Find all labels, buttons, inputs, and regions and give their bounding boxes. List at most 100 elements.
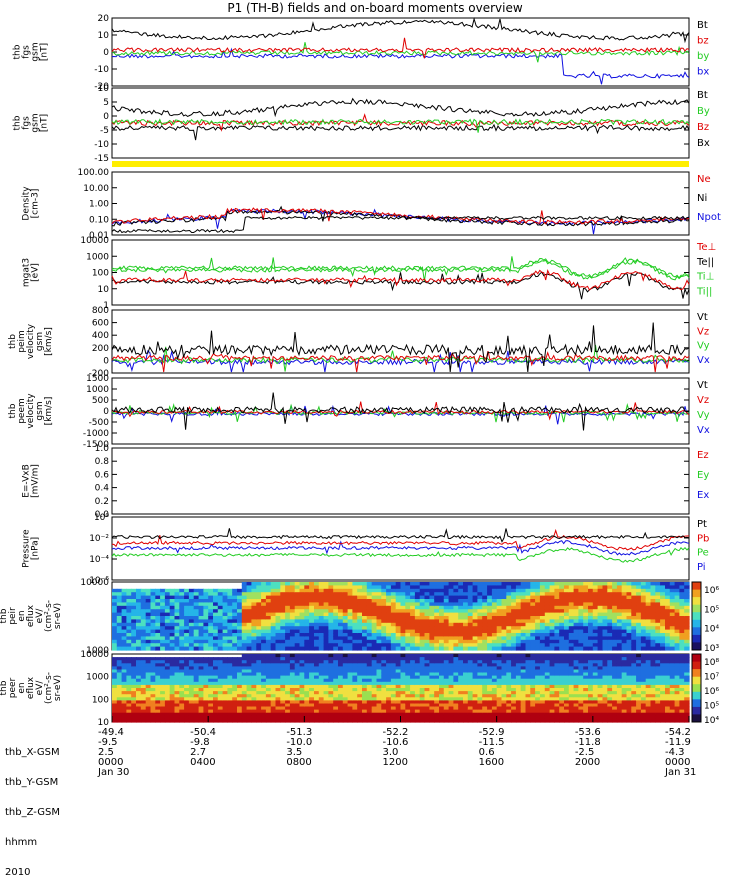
spectrogram-cell — [136, 719, 141, 723]
ytick-label-peim-velocity: 0 — [103, 356, 109, 366]
spectrogram-cell — [377, 719, 382, 723]
spectrogram-cell — [545, 719, 550, 723]
ylabel-line: [km/s] — [44, 327, 54, 356]
spectrogram-cell — [684, 647, 689, 651]
ytick-label-peim-velocity: 600 — [92, 319, 109, 329]
ylabel-peim-velocity: thbpeimvelocitygsm[km/s] — [8, 323, 54, 359]
legend-vy: Vy — [697, 410, 710, 421]
ytick-label-density: 0.10 — [89, 215, 109, 225]
spectrogram-cell — [189, 647, 194, 651]
ytick-label-peim-velocity: 400 — [92, 331, 109, 341]
spectrogram-cell — [213, 719, 218, 723]
spectrogram-cell — [401, 719, 406, 723]
legend-vx: Vx — [697, 425, 710, 436]
spectrogram-cell — [343, 719, 348, 723]
spectrogram-cell — [126, 647, 131, 651]
spectrogram-cell — [391, 719, 396, 723]
spectrogram-cell — [247, 647, 252, 651]
spectrogram-cell — [189, 719, 194, 723]
ylabel-line: [nT] — [40, 114, 50, 132]
spectrogram-cell — [526, 719, 531, 723]
spectrogram-cell — [583, 719, 588, 723]
spectrogram-cell — [184, 647, 189, 651]
legend-te: Te⊥ — [696, 242, 716, 253]
spectrogram-cell — [117, 719, 122, 723]
spectrogram-cell — [338, 647, 343, 651]
spectrogram-cell — [324, 647, 329, 651]
spectrogram-cell — [405, 647, 410, 651]
spectrogram-cell — [540, 647, 545, 651]
legend-te: Te|| — [696, 257, 714, 268]
spectrogram-cell — [194, 719, 199, 723]
spectrogram-cell — [280, 719, 285, 723]
spectrogram-cell — [251, 647, 256, 651]
spectrogram-cell — [516, 647, 521, 651]
spectrogram-cell — [348, 647, 353, 651]
spectrogram-cell — [175, 719, 180, 723]
spectrogram-cell — [574, 647, 579, 651]
series-line-pressure — [112, 531, 689, 550]
ylabel-temperature: mgat3[eV] — [22, 258, 41, 287]
colorbar-segment — [692, 597, 701, 605]
spectrogram-cell — [300, 647, 305, 651]
ytick-label-peem-velocity: 500 — [92, 396, 109, 406]
spectrogram-cell — [314, 719, 319, 723]
legend-vt: Vt — [697, 380, 708, 391]
legend-ti: Ti⊥ — [696, 272, 714, 283]
spectrogram-cell — [338, 719, 343, 723]
spectrogram-cell — [574, 719, 579, 723]
spectrogram-cell — [482, 719, 487, 723]
ytick-label-peem-velocity: -500 — [89, 418, 110, 428]
spectrogram-cell — [468, 647, 473, 651]
panel-frame-density — [112, 172, 689, 235]
ytick-label-efield: 0.4 — [95, 484, 110, 494]
spectrogram-cell — [675, 647, 680, 651]
spectrogram-cell — [578, 647, 583, 651]
spectrogram-cell — [530, 719, 535, 723]
ylabel-line: [km/s] — [44, 397, 54, 426]
colorbar-segment — [692, 605, 701, 613]
series-line-fgs-gsm2 — [112, 99, 689, 117]
series-line-pressure — [112, 548, 689, 563]
legend-vt: Vt — [697, 312, 708, 323]
ylabel-fgs: thbfgsgsm[nT] — [13, 42, 50, 61]
spectrogram-cell — [526, 647, 531, 651]
spectrogram-cell — [155, 719, 160, 723]
spectrogram-cell — [208, 719, 213, 723]
spectrogram-cell — [343, 647, 348, 651]
spectrogram-cell — [660, 647, 665, 651]
spectrogram-cell — [218, 719, 223, 723]
spectrogram-cell — [237, 719, 242, 723]
legend-by: By — [697, 106, 710, 117]
spectrogram-cell — [535, 647, 540, 651]
spectrogram-cell — [199, 647, 204, 651]
spectrogram-cell — [569, 719, 574, 723]
ytick-label-efield: 0.6 — [95, 470, 110, 480]
legend-pe: Pe — [697, 548, 709, 559]
spectrogram-cell — [622, 719, 627, 723]
spectrogram-cell — [434, 719, 439, 723]
panel-frame-efield — [112, 448, 689, 514]
spectrogram-cell — [242, 647, 247, 651]
spectrogram-cell — [540, 719, 545, 723]
spectrogram-cell — [497, 719, 502, 723]
ylabel-density: Density[cm-3] — [22, 186, 41, 221]
spectrogram-cell — [665, 647, 670, 651]
colorbar-label: 10³ — [704, 644, 719, 654]
ytick-label-efield: 0.8 — [95, 457, 110, 467]
spectrogram-cell — [170, 719, 175, 723]
spectrogram-cell — [583, 647, 588, 651]
ytick-label-temperature: 10 — [98, 285, 110, 295]
spectrogram-cell — [627, 647, 632, 651]
spectrogram-cell — [271, 647, 276, 651]
spectrogram-cell — [372, 719, 377, 723]
ylabel-pressure: Pressure[nPa] — [22, 529, 41, 568]
ytick-label-fgs-gsm2: -15 — [94, 154, 109, 164]
spectrogram-cell — [146, 647, 151, 651]
spectrogram-cell — [588, 647, 593, 651]
spectrogram-cell — [468, 719, 473, 723]
spectrogram-cell — [482, 647, 487, 651]
spectrogram-cell — [449, 719, 454, 723]
spectrogram-cell — [112, 719, 117, 723]
ylabel-efield: E=-VxB[mV/m] — [22, 464, 41, 498]
